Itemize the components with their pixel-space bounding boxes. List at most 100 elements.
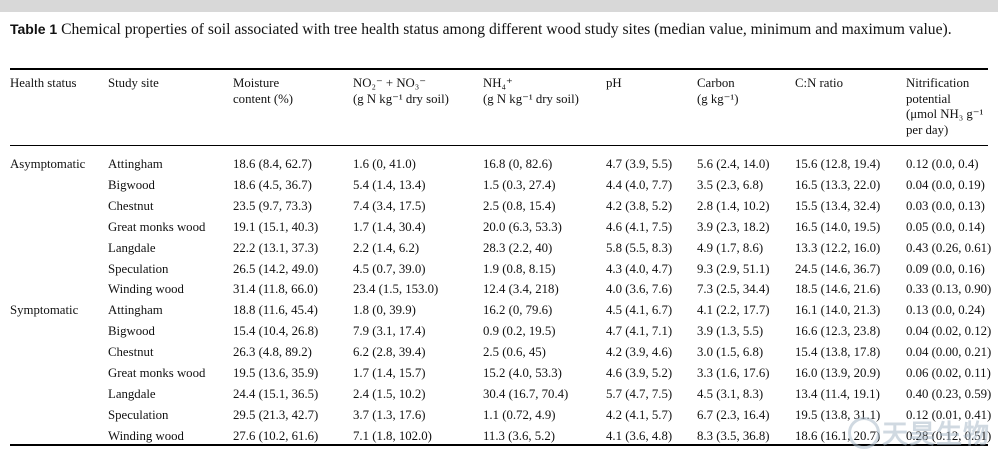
- table-row: Speculation 26.5 (14.2, 49.0) 4.5 (0.7, 39…: [10, 259, 988, 280]
- header-cn-ratio: C:N ratio: [795, 76, 843, 90]
- table-row: Asymptomatic Attingham 18.6 (8.4, 62.7) 1.6…: [10, 148, 988, 175]
- cell-health-status: [10, 217, 108, 238]
- cell-moisture: 24.4 (15.1, 36.5): [233, 386, 319, 401]
- watermark-logo-icon: [848, 417, 880, 449]
- cell-study-site: Bigwood: [108, 177, 155, 192]
- cell-nitrification: 0.33 (0.13, 0.90): [906, 282, 992, 297]
- cell-cn-ratio: 16.0 (13.9, 20.9): [795, 366, 881, 381]
- cell-ph: 5.7 (4.7, 7.5): [606, 386, 673, 401]
- table-row: Speculation 29.5 (21.3, 42.7) 3.7 (1.3, 17…: [10, 405, 992, 426]
- watermark: 天昊生物: [881, 420, 990, 450]
- table-body: Asymptomatic Attingham 18.6 (8.4, 62.7) 1.6…: [10, 148, 992, 447]
- cell-ph: 4.5 (4.1, 6.7): [606, 303, 673, 318]
- cell-study-site: Attingham: [108, 157, 163, 171]
- cell-ammonium: 1.9 (0.8, 8.15): [483, 261, 556, 276]
- table-bottom-rule: [10, 444, 988, 446]
- cell-nitrate: 7.4 (3.4, 17.5): [353, 198, 426, 213]
- table-row: Winding wood 31.4 (11.8, 66.0) 23.4 (1.5, …: [10, 279, 992, 300]
- cell-carbon: 8.3 (3.5, 36.8): [697, 428, 770, 443]
- cell-moisture: 18.8 (11.6, 45.4): [233, 303, 318, 318]
- cell-carbon: 9.3 (2.9, 51.1): [697, 261, 770, 276]
- cell-health-status: Symptomatic: [10, 303, 79, 318]
- cell-carbon: 4.9 (1.7, 8.6): [697, 240, 764, 255]
- table-row: Winding wood 27.6 (10.2, 61.6) 7.1 (1.8, 1…: [10, 426, 992, 447]
- cell-carbon: 2.8 (1.4, 10.2): [697, 198, 770, 213]
- cell-ph: 4.6 (3.9, 5.2): [606, 366, 673, 381]
- cell-cn-ratio: 24.5 (14.6, 36.7): [795, 261, 881, 276]
- cell-ammonium: 16.2 (0, 79.6): [483, 303, 553, 318]
- table-caption: Table 1 Chemical properties of soil asso…: [10, 20, 988, 39]
- cell-cn-ratio: 16.1 (14.0, 21.3): [795, 303, 881, 318]
- cell-nitrate: 2.2 (1.4, 6.2): [353, 240, 420, 255]
- cell-moisture: 19.1 (15.1, 40.3): [233, 219, 319, 234]
- cell-nitrification: 0.12 (0.01, 0.41): [906, 407, 992, 422]
- cell-ammonium: 1.1 (0.72, 4.9): [483, 407, 556, 422]
- cell-carbon: 3.0 (1.5, 6.8): [697, 345, 764, 360]
- cell-nitrification: 0.12 (0.0, 0.4): [906, 157, 979, 171]
- cell-ammonium: 0.9 (0.2, 19.5): [483, 324, 556, 339]
- cell-ammonium: 28.3 (2.2, 40): [483, 240, 553, 255]
- header-nitrification: Nitrification potential (μmol NH₃ g⁻¹ per d…: [906, 76, 984, 137]
- cell-cn-ratio: 15.5 (13.4, 32.4): [795, 198, 881, 213]
- cell-health-status: [10, 363, 108, 384]
- cell-moisture: 26.3 (4.8, 89.2): [233, 345, 312, 360]
- cell-cn-ratio: 16.5 (14.0, 19.5): [795, 219, 881, 234]
- header-moisture: Moisture content (%): [233, 76, 294, 106]
- cell-nitrate: 1.6 (0, 41.0): [353, 157, 416, 171]
- cell-nitrate: 5.4 (1.4, 13.4): [353, 177, 426, 192]
- cell-health-status: Asymptomatic: [10, 157, 86, 171]
- cell-ammonium: 15.2 (4.0, 53.3): [483, 366, 562, 381]
- cell-carbon: 7.3 (2.5, 34.4): [697, 282, 770, 297]
- cell-ammonium: 2.5 (0.8, 15.4): [483, 198, 556, 213]
- cell-ammonium: 30.4 (16.7, 70.4): [483, 386, 569, 401]
- cell-health-status: [10, 259, 108, 280]
- cell-ammonium: 11.3 (3.6, 5.2): [483, 428, 556, 443]
- table-row: Great monks wood 19.1 (15.1, 40.3) 1.7 (1.…: [10, 217, 988, 238]
- cell-health-status: [10, 384, 108, 405]
- cell-study-site: Winding wood: [108, 428, 184, 443]
- cell-nitrate: 1.8 (0, 39.9): [353, 303, 416, 318]
- cell-nitrification: 0.03 (0.0, 0.13): [906, 198, 985, 213]
- cell-ammonium: 12.4 (3.4, 218): [483, 282, 559, 297]
- cell-ph: 5.8 (5.5, 8.3): [606, 240, 673, 255]
- cell-ph: 4.2 (3.8, 5.2): [606, 198, 673, 213]
- cell-carbon: 4.5 (3.1, 8.3): [697, 386, 764, 401]
- table-row: Langdale 22.2 (13.1, 37.3) 2.2 (1.4, 6.2) 2…: [10, 238, 991, 259]
- cell-ph: 4.2 (3.9, 4.6): [606, 345, 673, 360]
- table-row: Bigwood 15.4 (10.4, 26.8) 7.9 (3.1, 17.4) 0…: [10, 321, 991, 342]
- table-row: Langdale 24.4 (15.1, 36.5) 2.4 (1.5, 10.2)…: [10, 384, 991, 405]
- table-header-rule: [10, 145, 988, 146]
- cell-nitrification: 0.28 (0.12, 0.51): [906, 428, 992, 443]
- cell-moisture: 27.6 (10.2, 61.6): [233, 428, 319, 443]
- cell-study-site: Attingham: [108, 303, 163, 318]
- header-ammonium: NH₄⁺ (g N kg⁻¹ dry soil): [483, 76, 579, 106]
- cell-study-site: Bigwood: [108, 324, 155, 339]
- cell-carbon: 3.9 (1.3, 5.5): [697, 324, 764, 339]
- cell-study-site: Speculation: [108, 261, 169, 276]
- cell-cn-ratio: 15.6 (12.8, 19.4): [795, 157, 881, 171]
- table-top-rule: [10, 68, 988, 70]
- cell-moisture: 23.5 (9.7, 73.3): [233, 198, 312, 213]
- cell-ph: 4.2 (4.1, 5.7): [606, 407, 673, 422]
- cell-nitrification: 0.05 (0.0, 0.14): [906, 219, 985, 234]
- cell-carbon: 5.6 (2.4, 14.0): [697, 157, 770, 171]
- cell-study-site: Chestnut: [108, 198, 154, 213]
- cell-carbon: 4.1 (2.2, 17.7): [697, 303, 770, 318]
- page-top-edge: [0, 0, 998, 12]
- cell-moisture: 22.2 (13.1, 37.3): [233, 240, 319, 255]
- cell-study-site: Chestnut: [108, 345, 154, 360]
- cell-carbon: 3.9 (2.3, 18.2): [697, 219, 770, 234]
- cell-ph: 4.7 (3.9, 5.5): [606, 157, 673, 171]
- table-row: Chestnut 26.3 (4.8, 89.2) 6.2 (2.8, 39.4) 2…: [10, 342, 991, 363]
- table-label: Table 1: [10, 21, 58, 37]
- soil-properties-table: Health status Study site Moisture content…: [10, 76, 992, 447]
- cell-ammonium: 2.5 (0.6, 45): [483, 345, 546, 360]
- cell-ammonium: 1.5 (0.3, 27.4): [483, 177, 556, 192]
- cell-nitrification: 0.09 (0.0, 0.16): [906, 261, 985, 276]
- table-header-row: Health status Study site Moisture content…: [10, 76, 988, 148]
- cell-moisture: 18.6 (8.4, 62.7): [233, 157, 312, 171]
- cell-health-status: [10, 238, 108, 259]
- cell-study-site: Langdale: [108, 240, 156, 255]
- cell-moisture: 18.6 (4.5, 36.7): [233, 177, 312, 192]
- cell-nitrate: 1.7 (1.4, 15.7): [353, 366, 426, 381]
